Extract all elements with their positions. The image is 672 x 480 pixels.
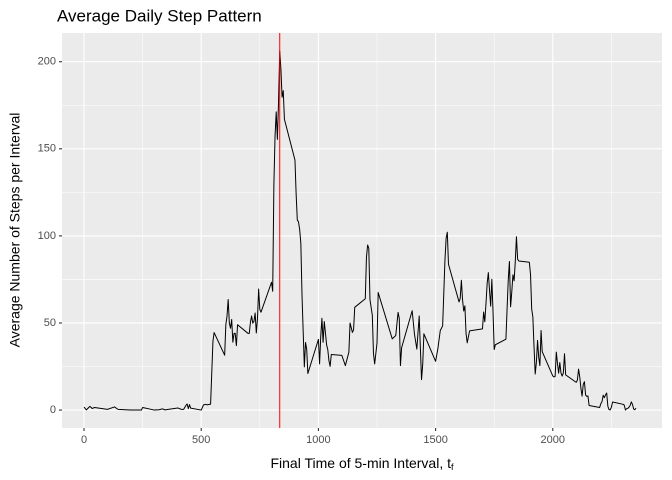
x-tick-label: 1000 — [306, 434, 330, 446]
chart-title: Average Daily Step Pattern — [57, 6, 262, 25]
plot-area — [62, 33, 662, 428]
y-tick-label: 0 — [50, 404, 56, 416]
x-axis-title-subscript: f — [451, 462, 454, 472]
x-tick-label: 2000 — [541, 434, 565, 446]
x-tick-label: 1500 — [423, 434, 447, 446]
y-axis-title: Average Number of Steps per Interval — [7, 113, 23, 348]
x-axis-title: Final Time of 5-min Interval, tf — [270, 455, 454, 473]
y-tick-label: 50 — [44, 317, 56, 329]
x-tick-label: 500 — [192, 434, 210, 446]
x-axis-title-text: Final Time of 5-min Interval, t — [270, 455, 451, 471]
line-series — [83, 50, 637, 411]
panel — [62, 33, 662, 428]
y-tick-label: 150 — [38, 143, 56, 155]
y-tick-label: 200 — [38, 56, 56, 68]
x-tick-label: 0 — [81, 434, 87, 446]
y-tick-label: 100 — [38, 230, 56, 242]
